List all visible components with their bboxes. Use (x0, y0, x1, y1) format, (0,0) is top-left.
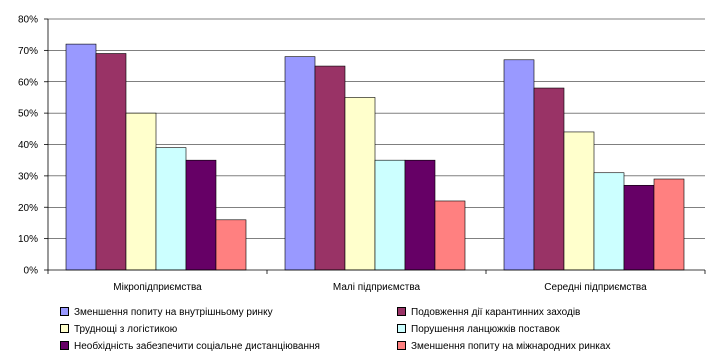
bar (215, 219, 247, 271)
bar (344, 97, 376, 271)
bar (653, 178, 685, 271)
y-tick-label: 60% (18, 77, 38, 88)
y-tick-label: 10% (18, 234, 38, 245)
bar (563, 131, 595, 271)
x-tick-labels: Мікропідприємства Малі підприємства Середн… (113, 282, 647, 293)
bar (374, 159, 406, 271)
y-tick-label: 40% (18, 140, 38, 151)
x-tick-label: Мікропідприємства (113, 282, 202, 293)
y-tick-labels: 0% 10% 20% 30% 40% 50% 60% 70% 80% (18, 15, 38, 277)
y-tick-label: 70% (18, 46, 38, 57)
axes (44, 18, 706, 274)
y-tick-label: 0% (24, 266, 39, 277)
bar (623, 184, 655, 271)
y-tick-label: 20% (18, 203, 38, 214)
bar (284, 56, 316, 271)
bar (155, 147, 187, 271)
bar (503, 59, 535, 271)
y-tick-label: 50% (18, 109, 38, 120)
bar (65, 43, 97, 271)
bar (593, 172, 625, 271)
bar (533, 87, 565, 271)
y-tick-label: 80% (18, 15, 38, 26)
y-tick-label: 30% (18, 171, 38, 182)
x-tick-label: Малі підприємства (333, 282, 421, 293)
bar (404, 159, 436, 271)
bar (434, 200, 466, 271)
bar (185, 159, 217, 271)
bar (95, 53, 127, 271)
x-tick-label: Середні підприємства (544, 282, 647, 293)
bar (125, 112, 157, 271)
bar (314, 65, 346, 271)
bars (65, 43, 685, 271)
